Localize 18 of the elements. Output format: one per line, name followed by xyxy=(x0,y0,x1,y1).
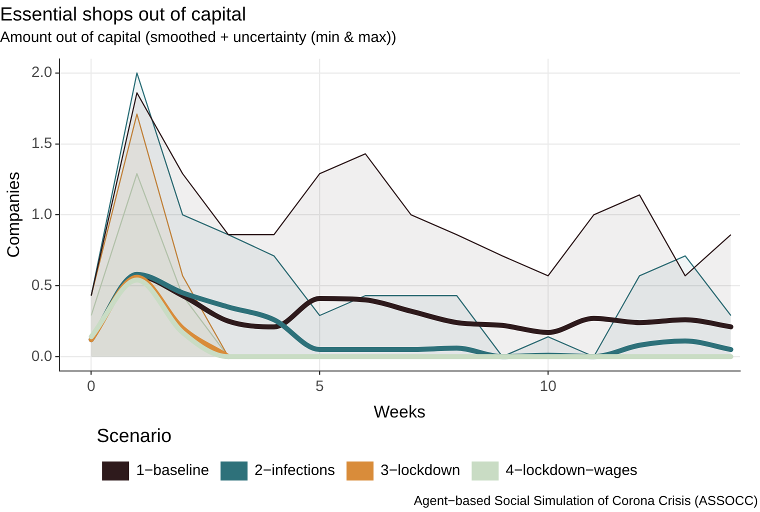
y-tick-label: 0.0 xyxy=(31,348,52,365)
x-axis-title: Weeks xyxy=(374,402,426,422)
legend-title: Scenario xyxy=(96,426,172,447)
legend-label: 4−lockdown−wages xyxy=(506,462,638,480)
text: Agent−based Social Simulation of Corona Crisis (ASSOCC) xyxy=(414,493,758,508)
chart-subtitle: Amount out of capital (smoothed + uncertainty (min & max)) xyxy=(0,28,396,46)
x-tick-label: 10 xyxy=(540,378,556,395)
y-axis-title: Companies xyxy=(4,172,23,258)
y-tick-label: 1.5 xyxy=(31,135,52,152)
x-tick-label: 0 xyxy=(87,378,96,395)
y-tick-label: 1.0 xyxy=(31,206,52,223)
chart-title: Essential shops out of capital xyxy=(0,4,246,26)
y-tick-label: 2.0 xyxy=(31,64,52,82)
legend-label: 1−baseline xyxy=(136,462,210,480)
x-tick-label: 5 xyxy=(316,378,324,395)
y-tick-label: 0.5 xyxy=(31,276,52,294)
legend-label: 2−infections xyxy=(254,462,336,480)
legend-label: 3−lockdown xyxy=(380,462,460,480)
